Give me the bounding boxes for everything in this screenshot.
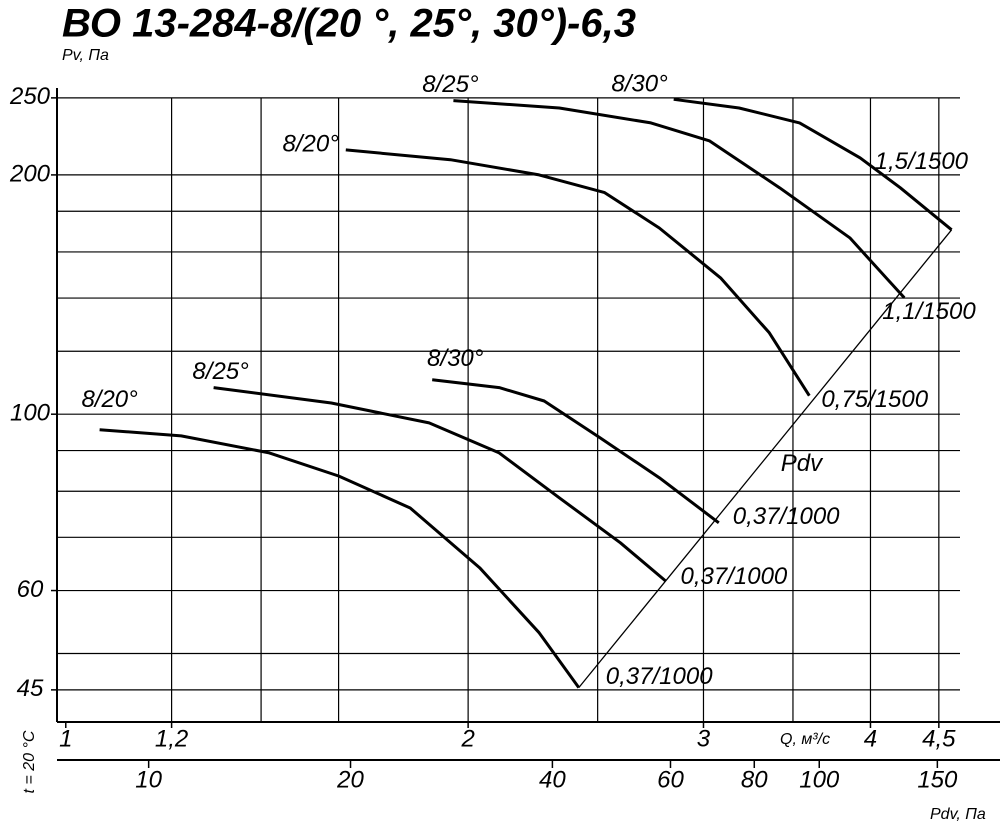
y-tick-label: 250 xyxy=(9,83,51,110)
x-tick-label: 3 xyxy=(697,725,711,752)
x2-tick-label: 20 xyxy=(336,766,364,793)
temperature-note: t = 20 °C xyxy=(21,730,38,793)
x-tick-label: 1,2 xyxy=(155,725,188,752)
curve xyxy=(213,386,667,583)
x2-tick-label: 150 xyxy=(917,766,958,793)
curve-end-label: 1,1/1500 xyxy=(882,298,976,325)
y-tick-label: 60 xyxy=(17,576,44,603)
x-tick-label: 4,5 xyxy=(922,725,956,752)
curve-end-label: 0,37/1000 xyxy=(606,663,713,690)
curve-name: 8/25° xyxy=(192,358,249,385)
x2-tick-label: 40 xyxy=(539,766,566,793)
x-axis-label: Q, м³/с xyxy=(780,731,830,748)
curve xyxy=(673,97,953,231)
chart-title: ВО 13-284-8/(20 °, 25°, 30°)-6,3 xyxy=(62,2,636,46)
x2-axis-label: Pdv, Па xyxy=(930,806,986,823)
curve-name: 8/20° xyxy=(81,386,138,413)
curve-name: 8/30° xyxy=(427,345,484,372)
pdv-line xyxy=(578,229,953,689)
x2-tick-label: 100 xyxy=(799,766,840,793)
curve xyxy=(432,378,720,524)
x-tick-label: 2 xyxy=(460,725,474,752)
y-tick-label: 200 xyxy=(9,160,51,187)
y-tick-label: 100 xyxy=(10,400,51,427)
y-tick-label: 45 xyxy=(17,675,44,702)
curve-name: 8/25° xyxy=(422,71,479,98)
curve xyxy=(99,428,581,689)
x2-tick-label: 60 xyxy=(657,766,684,793)
curve xyxy=(453,99,906,299)
x-tick-label: 4 xyxy=(864,725,877,752)
curve-end-label: 0,75/1500 xyxy=(821,386,928,413)
y-axis-label: Pv, Па xyxy=(62,47,109,64)
curve-end-label: 0,37/1000 xyxy=(733,503,840,530)
x2-tick-label: 80 xyxy=(741,766,768,793)
x2-tick-label: 10 xyxy=(135,766,162,793)
curve xyxy=(345,148,811,397)
curve-name: 8/30° xyxy=(611,71,668,98)
curve-name: Pdv xyxy=(781,450,824,477)
curve-name: 8/20° xyxy=(282,130,339,157)
curve-end-label: 1,5/1500 xyxy=(875,148,969,175)
curve-end-label: 0,37/1000 xyxy=(681,563,788,590)
x-tick-label: 1 xyxy=(59,725,72,752)
